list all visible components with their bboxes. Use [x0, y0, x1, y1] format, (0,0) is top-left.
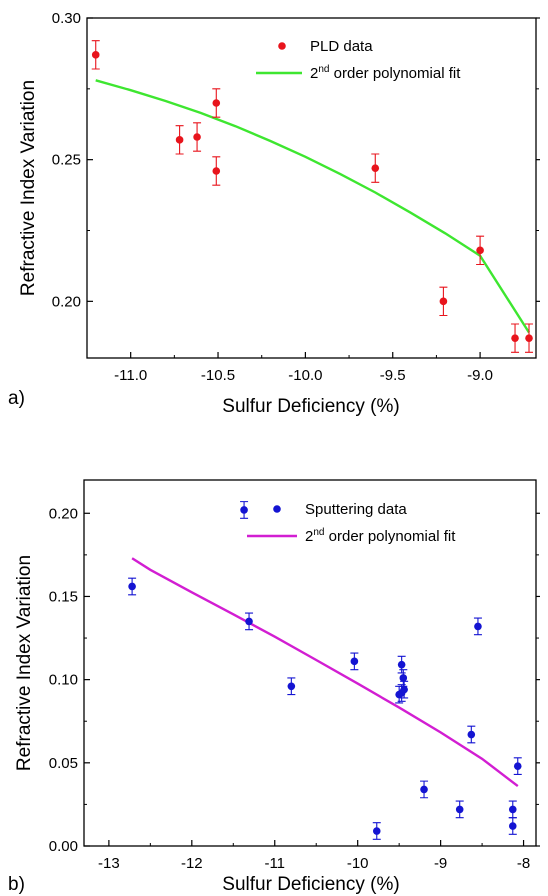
data-point — [371, 164, 380, 172]
data-point — [508, 822, 517, 830]
panel-label: a) — [8, 388, 25, 409]
axis-ticks: -13 -12 -11 -10 -9 -8 0.00 0.05 0.10 0.15 0.20 — [49, 505, 540, 872]
fit-curve-group — [131, 557, 519, 788]
x-tick-label: -11 — [264, 855, 285, 872]
data-point — [439, 297, 448, 306]
x-tick-label: -13 — [98, 855, 120, 872]
x-tick-label: -8 — [517, 855, 530, 872]
legend-label: PLD data — [310, 38, 373, 55]
legend-marker-swatch — [278, 42, 286, 50]
data-point — [513, 762, 522, 770]
data-point — [399, 674, 408, 682]
y-tick-label: 0.20 — [52, 293, 81, 310]
chart-panel-b: -13 -12 -11 -10 -9 -8 0.00 0.05 0.10 0.15 0.20 Ref… — [8, 479, 540, 895]
legend-label: 2nd order polynomial fit — [305, 527, 456, 545]
fit-curve — [131, 557, 519, 788]
x-tick-label: -9.5 — [380, 367, 406, 384]
data-points-group — [91, 40, 534, 353]
data-point — [400, 685, 408, 694]
data-point — [467, 730, 476, 739]
data-point — [128, 582, 136, 591]
x-axis-label: Sulfur Deficiency (%) — [222, 396, 399, 417]
data-point — [287, 682, 296, 691]
data-point — [420, 785, 428, 794]
data-point — [508, 805, 517, 814]
axis-ticks: -11.0 -10.5 -10.0 -9.5 -9.0 0.20 0.25 0.30 — [52, 10, 540, 384]
data-point — [511, 334, 519, 342]
fit-curve — [95, 79, 531, 334]
x-tick-label: -10.0 — [288, 367, 322, 384]
legend-label: Sputtering data — [305, 501, 407, 518]
data-point — [476, 246, 484, 255]
y-tick-label: 0.10 — [49, 672, 78, 689]
chart-panel-a: -11.0 -10.5 -10.0 -9.5 -9.0 0.20 0.25 0.30 Refr… — [8, 10, 540, 417]
y-tick-label: 0.25 — [52, 152, 81, 169]
data-point — [525, 334, 533, 342]
y-tick-label: 0.05 — [49, 755, 78, 772]
data-point — [240, 506, 248, 514]
legend: PLD data 2nd order polynomial fit — [256, 38, 461, 82]
x-axis-label: Sulfur Deficiency (%) — [222, 874, 399, 895]
data-point — [455, 805, 464, 814]
data-point — [397, 660, 406, 669]
data-points-group — [128, 501, 522, 840]
legend: Sputtering data 2nd order polynomial fit — [247, 501, 456, 545]
y-tick-label: 0.30 — [52, 10, 81, 27]
y-tick-label: 0.15 — [49, 588, 78, 605]
legend-marker-swatch — [273, 505, 281, 513]
data-point — [350, 657, 359, 666]
y-axis-label: Refractive Index Variation — [14, 555, 35, 771]
data-point — [175, 136, 184, 144]
data-point — [245, 617, 253, 626]
plot-frame — [86, 17, 537, 359]
x-tick-label: -10 — [347, 855, 369, 872]
data-point — [212, 167, 221, 175]
data-point — [193, 133, 201, 141]
x-tick-label: -10.5 — [201, 367, 235, 384]
y-tick-label: 0.20 — [49, 505, 78, 522]
fit-curve-group — [95, 79, 531, 334]
x-tick-label: -9 — [434, 855, 447, 872]
data-point — [474, 622, 482, 631]
x-tick-label: -11.0 — [114, 367, 147, 384]
data-point — [91, 51, 100, 59]
plot-frame — [83, 479, 537, 847]
y-tick-label: 0.00 — [49, 838, 78, 855]
data-point — [372, 827, 381, 835]
panel-label: b) — [8, 874, 25, 895]
y-axis-label: Refractive Index Variation — [18, 80, 39, 296]
x-tick-label: -12 — [181, 855, 203, 872]
data-point — [212, 99, 221, 107]
legend-label: 2nd order polynomial fit — [310, 64, 461, 82]
x-tick-label: -9.0 — [467, 367, 493, 384]
